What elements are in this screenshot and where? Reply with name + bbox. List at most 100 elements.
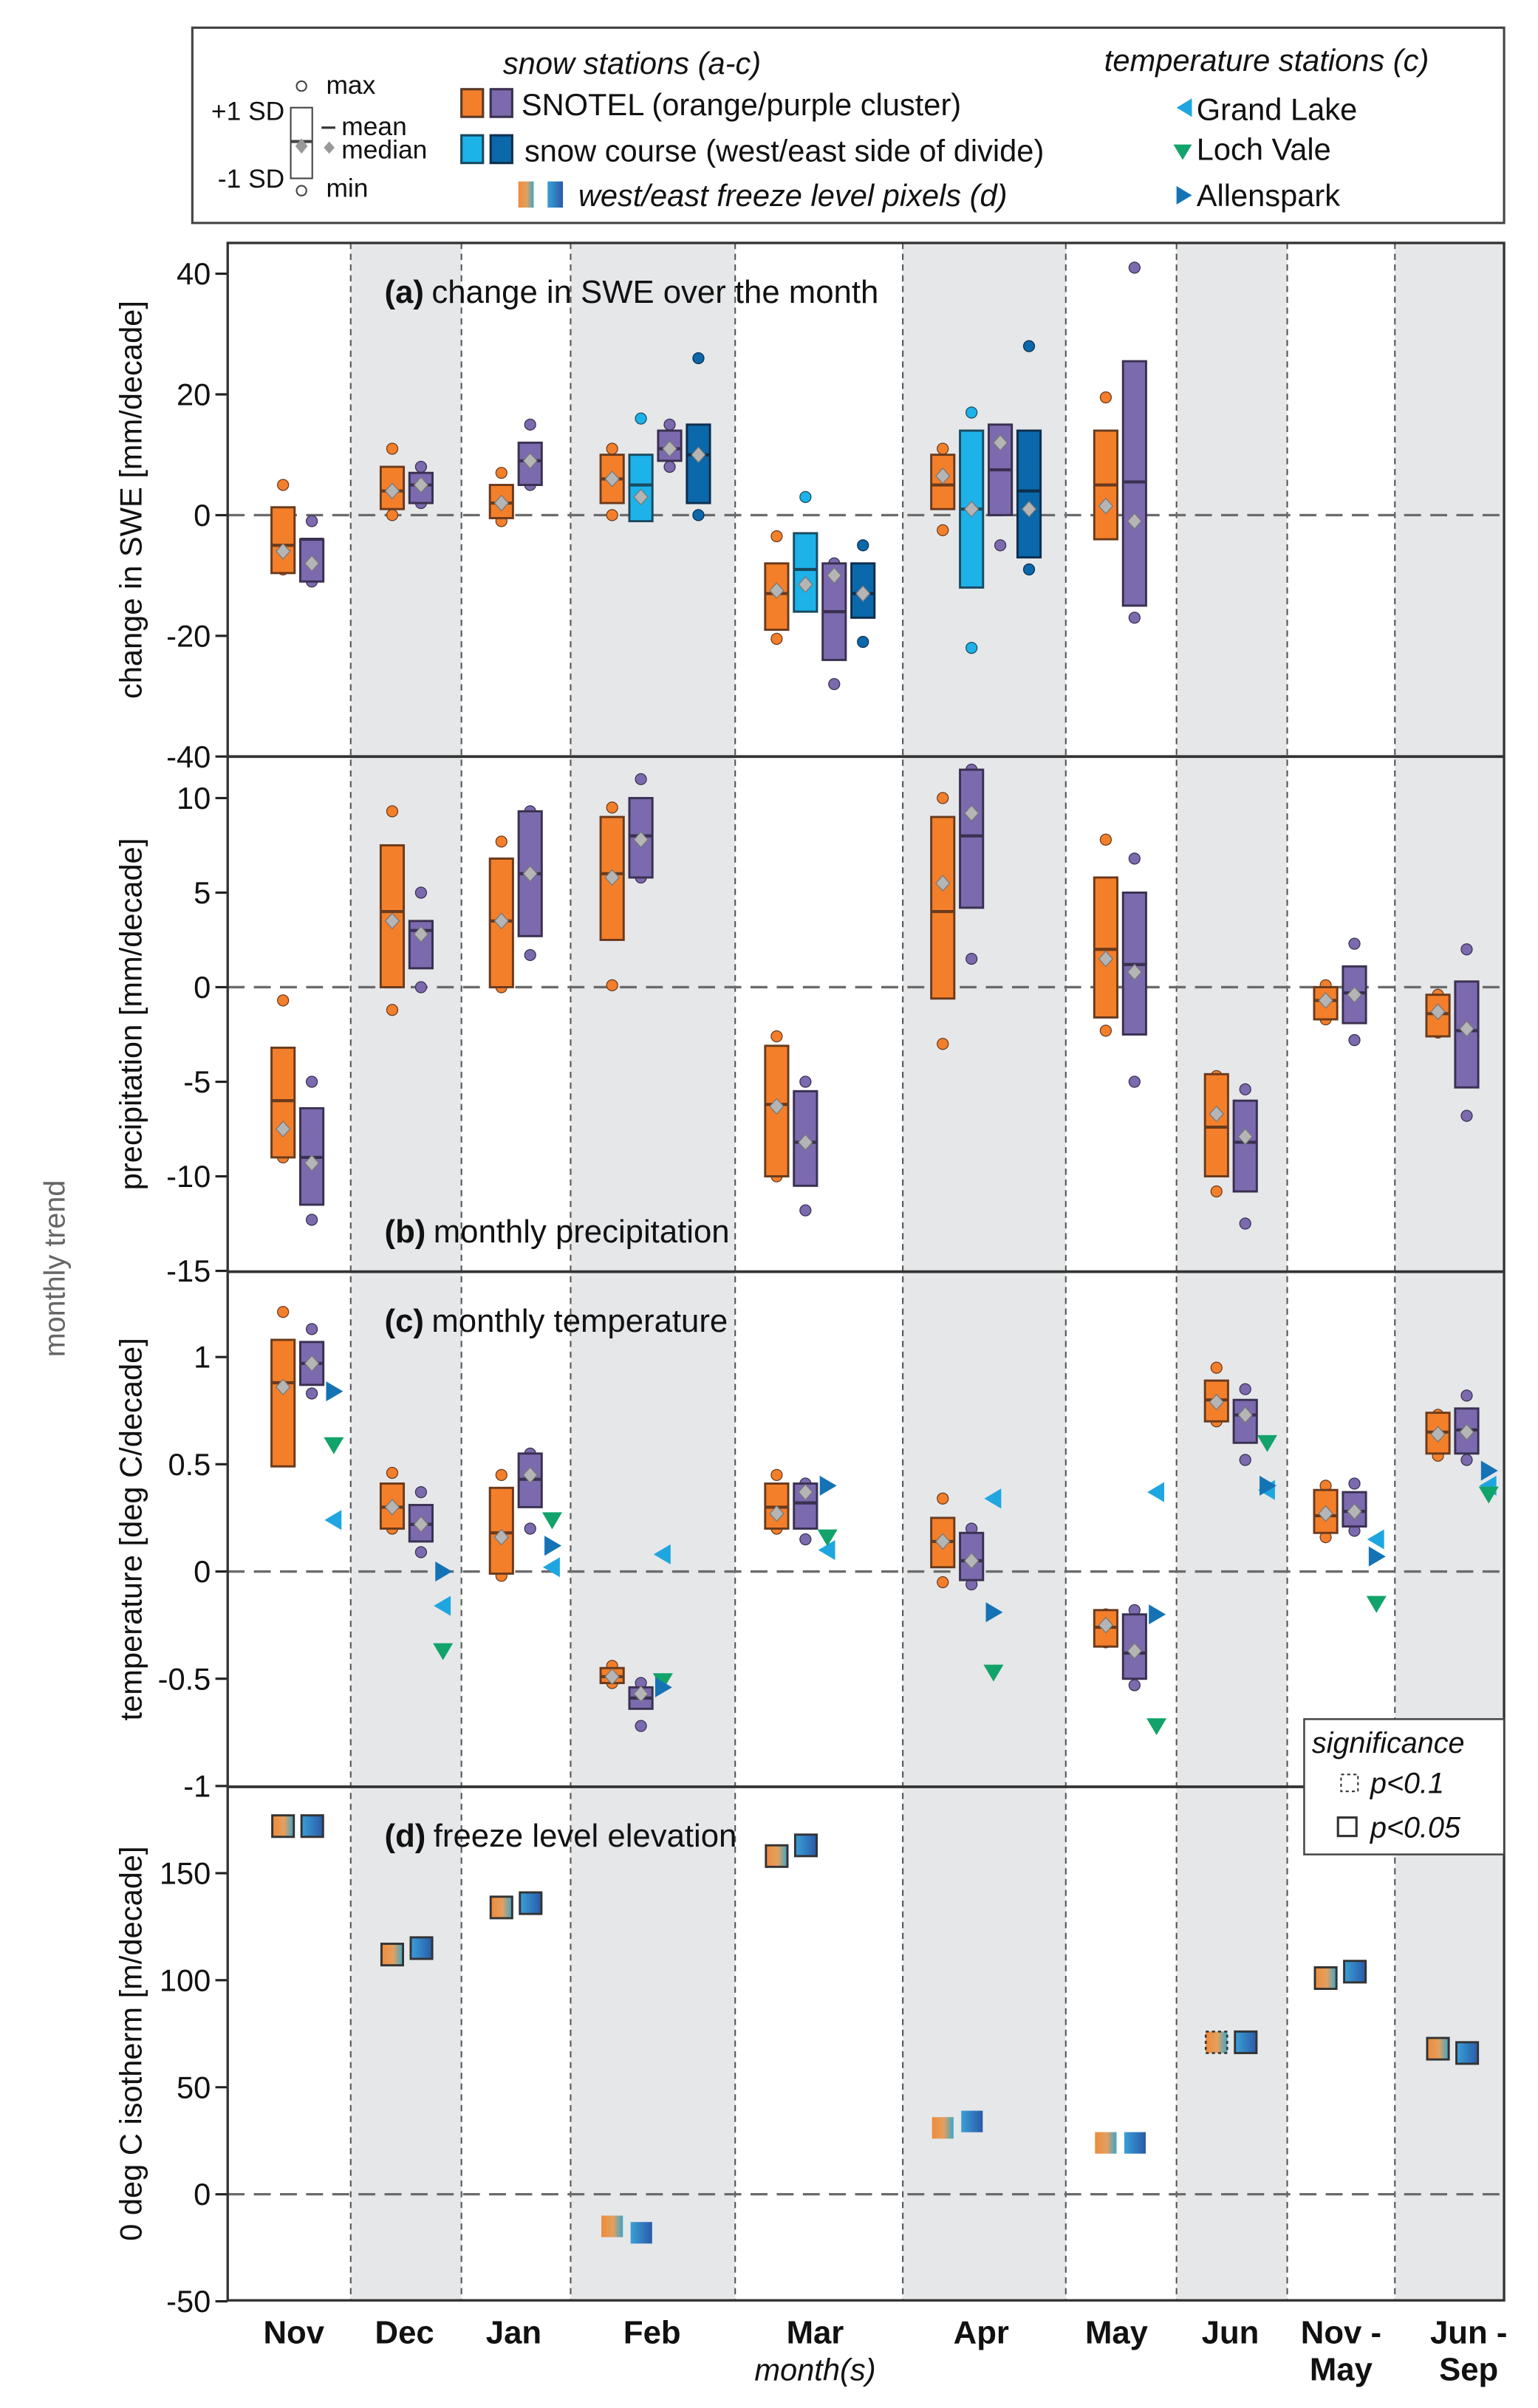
box-snotel_orange: [270, 994, 296, 1164]
median-diamond: [963, 1552, 980, 1570]
freeze-east-square: [300, 1814, 324, 1839]
allenspark-marker: [544, 1536, 561, 1556]
median-diamond: [935, 467, 951, 485]
y-axis-label: 0 deg C isotherm [m/decade]: [114, 1846, 148, 2240]
median-diamond: [304, 1355, 320, 1372]
max-dot: [1239, 1083, 1251, 1095]
max-dot: [386, 805, 399, 818]
max-dot: [305, 515, 318, 527]
median-diamond: [855, 585, 871, 602]
min-dot: [1239, 1217, 1251, 1230]
max-dot: [663, 418, 676, 431]
y-tick-label: 1: [194, 1340, 211, 1375]
min-dot: [965, 642, 978, 654]
box-snotel_orange: [1093, 1608, 1118, 1649]
min-dot: [1348, 1034, 1361, 1047]
sd-box: [959, 1531, 985, 1581]
course-west-swatch: [460, 134, 485, 165]
box-snotel_purple: [959, 763, 985, 965]
box-snotel_orange: [599, 1660, 625, 1689]
panel-tag: (a): [385, 274, 424, 310]
y-tick-label: 0: [194, 1554, 211, 1589]
max-dot: [770, 1468, 783, 1481]
panel-a: [228, 261, 1505, 691]
median-diamond: [522, 865, 538, 883]
allenspark-marker: [1480, 1460, 1498, 1481]
y-tick-label: 10: [177, 781, 211, 815]
legend-snow-title: snow stations (a-c): [503, 46, 761, 81]
box-snotel_purple: [1121, 852, 1147, 1088]
key-min-dot: [295, 185, 307, 196]
max-dot: [1128, 852, 1141, 865]
sd-box: [270, 506, 296, 575]
y-axis-label: change in SWE [mm/decade]: [114, 301, 148, 699]
significance-p10: p<0.1: [1370, 1767, 1444, 1799]
box-snotel_purple: [1232, 1383, 1258, 1466]
x-tick-label: Apr: [954, 2315, 1009, 2351]
box-course_east: [850, 539, 876, 649]
p10-square-icon: [1340, 1773, 1359, 1793]
grand-lake-marker: [653, 1544, 671, 1564]
box-snotel_orange: [1313, 979, 1339, 1026]
max-dot: [937, 1492, 949, 1505]
box-snotel_orange: [764, 530, 790, 646]
box-snotel_purple: [1342, 1477, 1367, 1537]
median-diamond: [275, 1121, 291, 1138]
box-snotel_orange: [930, 792, 956, 1050]
median-diamond: [1127, 963, 1143, 981]
grand-lake-marker: [1147, 1482, 1165, 1502]
min-dot: [305, 1214, 318, 1226]
median-diamond: [963, 804, 980, 822]
median-diamond: [384, 482, 400, 500]
max-dot: [524, 418, 536, 431]
box-snotel_orange: [930, 1492, 956, 1589]
median-diamond: [935, 1533, 951, 1550]
y-tick-label: 100: [160, 1963, 211, 1997]
grand-lake-marker: [324, 1510, 342, 1530]
legend-loch-vale: Loch Vale: [1197, 132, 1331, 167]
box-snotel_orange: [488, 1468, 514, 1582]
max-dot: [937, 792, 949, 804]
significance-p05: p<0.05: [1370, 1812, 1461, 1844]
y-tick-label: -0.5: [158, 1661, 211, 1696]
y-tick-label: 0: [194, 970, 211, 1005]
median-diamond: [769, 1505, 785, 1522]
loch-vale-marker: [324, 1437, 344, 1454]
sd-box: [1203, 1073, 1229, 1177]
median-diamond: [827, 567, 842, 584]
min-dot: [1128, 1679, 1141, 1692]
median-diamond: [304, 1155, 320, 1171]
freeze-east-square: [1234, 2030, 1258, 2054]
x-tick-label: Dec: [375, 2315, 434, 2351]
allenspark-marker: [819, 1475, 837, 1496]
max-dot: [1128, 261, 1141, 274]
freeze-east-square: [630, 2222, 652, 2244]
key-max-dot: [295, 80, 307, 92]
median-diamond: [413, 476, 429, 493]
box-snotel_purple: [1454, 1389, 1480, 1466]
box-snotel_orange: [930, 442, 956, 536]
y-tick-label: -20: [166, 618, 211, 653]
max-dot: [277, 479, 290, 491]
p05-square-icon: [1336, 1816, 1358, 1838]
box-snotel_orange: [270, 479, 296, 576]
min-dot: [994, 539, 1007, 552]
median-diamond: [1209, 1393, 1224, 1411]
panel-title: (b) monthly precipitation: [385, 1214, 730, 1250]
max-dot: [770, 530, 783, 543]
freeze-east-square: [1124, 2132, 1146, 2154]
box-snotel_purple: [1121, 1604, 1147, 1692]
sd-box: [686, 423, 711, 504]
max-dot: [606, 801, 618, 814]
min-dot: [1099, 1025, 1113, 1037]
box-snotel_purple: [628, 773, 654, 884]
max-dot: [1348, 937, 1361, 950]
max-dot: [770, 1030, 783, 1043]
max-dot: [414, 886, 428, 899]
box-snotel_orange: [1313, 1480, 1339, 1544]
box-snotel_purple: [408, 886, 434, 993]
max-dot: [799, 490, 812, 503]
loch-vale-triangle-icon: [1173, 144, 1192, 160]
sd-box: [1232, 1099, 1258, 1193]
loch-vale-marker: [817, 1529, 838, 1547]
